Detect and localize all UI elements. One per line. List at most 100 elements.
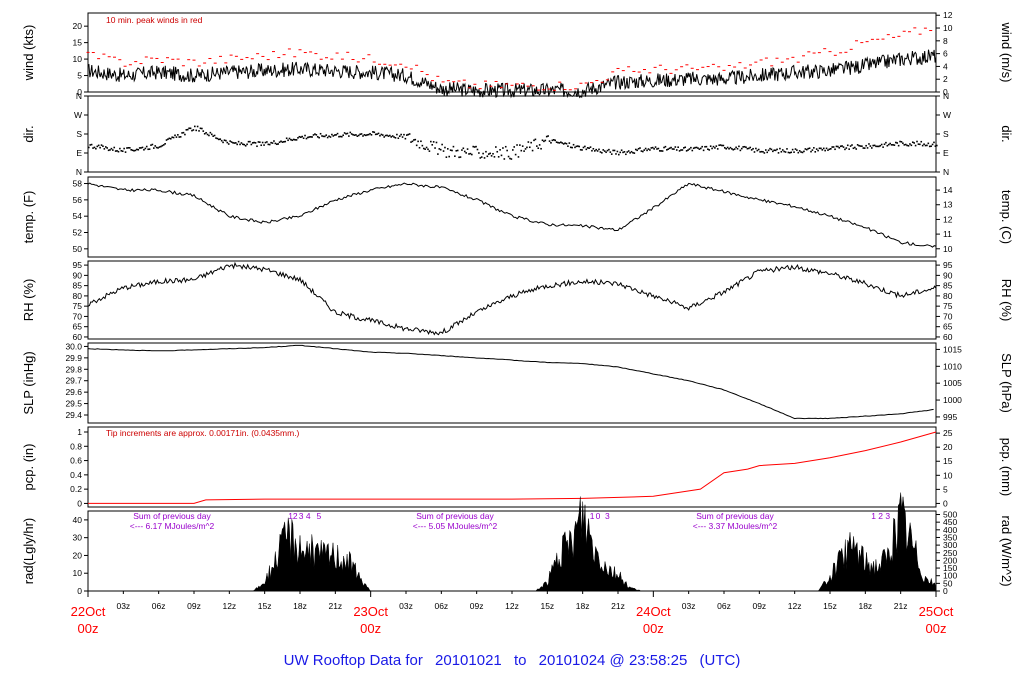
time-hour-label: 03z <box>399 601 413 611</box>
time-hour-label: 03z <box>682 601 696 611</box>
rad-daily-sum-label: Sum of previous day <box>416 511 494 521</box>
dir-point <box>318 136 320 139</box>
dir-point <box>332 135 335 137</box>
dir-point <box>315 134 318 136</box>
dir-point <box>455 149 458 152</box>
dir-point <box>154 145 157 147</box>
dir-point <box>708 149 711 151</box>
dir-point <box>297 137 299 139</box>
dir-point <box>557 141 559 144</box>
dir-point <box>562 143 565 145</box>
dir-point <box>465 152 467 154</box>
dir-point <box>203 132 206 135</box>
dir-point <box>675 149 678 151</box>
dir-point <box>182 131 185 134</box>
dir-point <box>770 148 773 151</box>
dir-point <box>311 136 313 138</box>
dir-point <box>837 145 839 148</box>
dir-point <box>865 144 867 147</box>
dir-point <box>807 147 809 150</box>
dir-point <box>263 144 265 146</box>
dir-point <box>756 149 759 152</box>
dir-point <box>528 146 531 149</box>
dir-point <box>102 145 104 148</box>
dir-point <box>695 146 698 149</box>
dir-point <box>475 145 477 148</box>
rad-right-tick-label: 250 <box>943 548 957 558</box>
wind-annotation: 10 min. peak winds in red <box>106 15 203 25</box>
dir-point <box>779 147 781 150</box>
rh-right-tick-label: 65 <box>943 322 953 332</box>
dir-point <box>602 149 605 151</box>
dir-point <box>495 146 497 148</box>
dir-point <box>398 135 401 137</box>
dir-point <box>162 144 165 146</box>
dir-point <box>362 135 364 137</box>
dir-point <box>767 149 770 152</box>
dir-point <box>387 135 390 137</box>
dir-point <box>673 148 675 150</box>
dir-point <box>492 152 494 155</box>
dir-point <box>919 143 921 146</box>
dir-point <box>194 125 196 128</box>
dir-point <box>902 142 904 145</box>
dir-point <box>254 142 257 144</box>
dir-point <box>670 146 672 149</box>
temp-left-tick-label: 52 <box>73 228 83 238</box>
time-day-label: 25Oct <box>919 604 954 619</box>
dir-point <box>722 144 725 147</box>
dir-point <box>873 144 876 147</box>
dir-point <box>285 137 288 140</box>
dir-point <box>509 157 511 160</box>
dir-point <box>506 149 508 152</box>
dir-point <box>410 141 412 143</box>
dir-point <box>493 156 496 158</box>
wind-panel-frame <box>87 12 937 93</box>
rh-left-tick-label: 70 <box>73 311 83 321</box>
dir-point <box>715 145 718 147</box>
time-hour-label: 15z <box>823 601 837 611</box>
wind-left-tick-label: 5 <box>77 71 82 81</box>
dir-point <box>801 151 804 154</box>
dir-point <box>295 139 298 141</box>
pcp-left-tick-label: 0 <box>77 498 82 508</box>
dir-point <box>483 157 486 159</box>
dir-point <box>473 146 476 148</box>
time-hour-label: 15z <box>540 601 554 611</box>
dir-point <box>804 148 807 150</box>
dir-point <box>612 149 614 152</box>
dir-point <box>130 148 132 151</box>
dir-point <box>99 146 101 149</box>
dir-point <box>305 137 308 140</box>
rad-hour-mark: 1 <box>871 511 876 521</box>
dir-point <box>906 144 908 147</box>
dir-point <box>413 139 415 141</box>
dir-point <box>370 134 373 136</box>
dir-point <box>234 142 237 144</box>
dir-point <box>900 141 903 143</box>
dir-point <box>463 150 466 153</box>
dir-point <box>910 144 913 147</box>
dir-point <box>668 147 671 150</box>
dir-point <box>520 149 523 152</box>
dir-point <box>697 147 699 149</box>
wind-left-axis-label: wind (kts) <box>21 25 36 82</box>
rh-left-tick-label: 60 <box>73 332 83 342</box>
dir-point <box>527 141 530 143</box>
dir-point <box>171 136 173 139</box>
dir-point <box>290 138 292 141</box>
dir-point <box>742 146 744 148</box>
dir-point <box>369 132 371 135</box>
footer-to: to <box>513 652 527 669</box>
dir-point <box>599 151 602 153</box>
dir-point <box>581 149 583 151</box>
dir-point <box>534 138 537 141</box>
temp-left-axis-label: temp. (F) <box>21 191 36 244</box>
dir-point <box>574 146 576 149</box>
dir-point <box>895 141 897 144</box>
dir-point <box>377 132 380 135</box>
dir-point <box>126 147 128 149</box>
dir-point <box>879 144 882 147</box>
dir-point <box>357 134 360 137</box>
dir-point <box>660 150 662 152</box>
